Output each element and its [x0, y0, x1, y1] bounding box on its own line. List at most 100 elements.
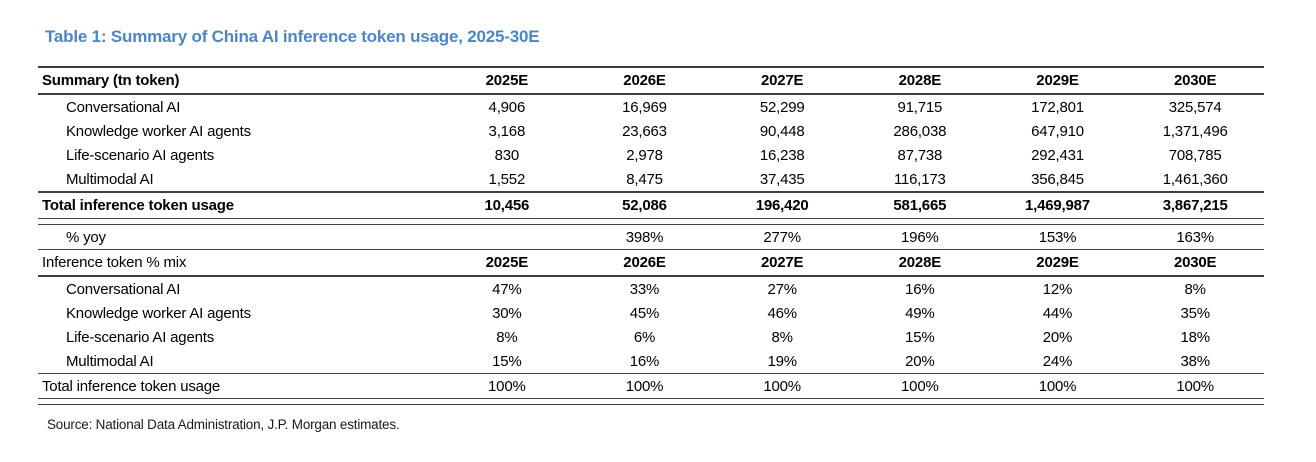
rule-double-below-total	[38, 218, 1264, 225]
year-header: 2030E	[1173, 255, 1217, 270]
table-row: Life-scenario AI agents 830 2,978 16,238…	[38, 143, 1264, 167]
row-label: Conversational AI	[66, 99, 181, 115]
value-cell: 46%	[767, 305, 797, 321]
rule-above-mix-total	[38, 373, 1264, 374]
value-cell: 37,435	[759, 171, 805, 187]
row-label: Life-scenario AI agents	[66, 147, 214, 163]
value-cell: 325,574	[1168, 99, 1222, 115]
value-cell: 292,431	[1031, 147, 1084, 163]
value-cell: 52,299	[759, 99, 805, 115]
value-cell: 15%	[492, 353, 522, 369]
value-cell: 15%	[905, 329, 935, 345]
value-cell: 16,238	[759, 147, 805, 163]
table-row: Multimodal AI 1,552 8,475 37,435 116,173…	[38, 167, 1264, 191]
table-row: Conversational AI 4,906 16,969 52,299 91…	[38, 95, 1264, 119]
value-cell: 49%	[905, 305, 935, 321]
total-cell: 196,420	[755, 198, 809, 213]
value-cell: 196%	[901, 229, 939, 245]
value-cell: 20%	[1042, 329, 1073, 345]
value-cell: 8%	[496, 329, 518, 345]
rule-top	[38, 66, 1264, 68]
value-cell: 116,173	[893, 171, 946, 187]
value-cell: 286,038	[893, 123, 947, 139]
value-cell: 27%	[767, 281, 797, 297]
row-label: Knowledge worker AI agents	[66, 123, 251, 139]
row-label: Conversational AI	[66, 281, 181, 297]
total-cell: 100%	[625, 378, 664, 394]
value-cell: 1,461,360	[1162, 171, 1228, 187]
table-row: Multimodal AI 15% 16% 19% 20% 24% 38%	[38, 349, 1264, 373]
year-header: 2025E	[485, 255, 529, 270]
rule-below-mix-header	[38, 275, 1264, 277]
value-cell: 398%	[625, 229, 664, 245]
row-label: Knowledge worker AI agents	[66, 305, 251, 321]
value-cell: 708,785	[1168, 147, 1222, 163]
value-cell: 19%	[767, 353, 797, 369]
value-cell: 33%	[629, 281, 660, 297]
value-cell: 47%	[492, 281, 522, 297]
row-label: Life-scenario AI agents	[66, 329, 214, 345]
year-header: 2026E	[623, 255, 666, 270]
year-header: 2030E	[1173, 73, 1217, 88]
year-header: 2027E	[760, 255, 804, 270]
source-note: Source: National Data Administration, J.…	[47, 417, 400, 432]
value-cell: 3,168	[488, 123, 526, 139]
table-row: Knowledge worker AI agents 3,168 23,663 …	[38, 119, 1264, 143]
table-title: Table 1: Summary of China AI inference t…	[45, 27, 540, 46]
value-cell: 45%	[629, 305, 660, 321]
value-cell: 90,448	[759, 123, 805, 139]
total-cell: 581,665	[893, 198, 947, 213]
value-cell: 38%	[1180, 353, 1210, 369]
value-cell: 6%	[633, 329, 656, 345]
section1-header: Summary (tn token)	[42, 73, 180, 88]
value-cell: 277%	[763, 229, 801, 245]
mix-total-row: Total inference token usage 100% 100% 10…	[38, 374, 1264, 398]
value-cell: 1,371,496	[1162, 123, 1228, 139]
total-label: Total inference token usage	[42, 378, 221, 394]
total-cell: 100%	[1038, 378, 1077, 394]
rule-above-total	[38, 191, 1264, 193]
year-header: 2025E	[485, 73, 529, 88]
value-cell: 153%	[1038, 229, 1077, 245]
value-cell: 172,801	[1031, 99, 1084, 115]
value-cell: 30%	[492, 305, 522, 321]
row-label: % yoy	[66, 229, 106, 245]
value-cell: 24%	[1042, 353, 1073, 369]
value-cell: 87,738	[897, 147, 943, 163]
total-cell: 3,867,215	[1162, 198, 1228, 213]
value-cell: 647,910	[1031, 123, 1084, 139]
value-cell: 35%	[1180, 305, 1210, 321]
data-table: Summary (tn token) 2025E 2026E 2027E 202…	[38, 66, 1264, 405]
value-cell: 4,906	[488, 99, 526, 115]
rule-below-header	[38, 93, 1264, 95]
value-cell: 16%	[905, 281, 935, 297]
value-cell: 12%	[1042, 281, 1073, 297]
value-cell: 8,475	[626, 171, 663, 187]
year-header: 2029E	[1036, 255, 1079, 270]
total-label: Total inference token usage	[42, 198, 234, 213]
section2-header: Inference token % mix	[42, 255, 187, 270]
table-row: Conversational AI 47% 33% 27% 16% 12% 8%	[38, 277, 1264, 301]
value-cell: 1,552	[488, 171, 526, 187]
value-cell: 16%	[629, 353, 660, 369]
total-cell: 100%	[901, 378, 939, 394]
total-cell: 100%	[1176, 378, 1214, 394]
table-header-row: Summary (tn token) 2025E 2026E 2027E 202…	[38, 68, 1264, 93]
value-cell: 44%	[1042, 305, 1073, 321]
value-cell: 18%	[1180, 329, 1210, 345]
total-cell: 100%	[488, 378, 526, 394]
value-cell: 163%	[1176, 229, 1214, 245]
rule-below-yoy	[38, 249, 1264, 250]
value-cell: 8%	[1184, 281, 1206, 297]
year-header: 2029E	[1036, 73, 1079, 88]
value-cell: 8%	[771, 329, 793, 345]
value-cell: 23,663	[622, 123, 667, 139]
row-label: Multimodal AI	[66, 353, 154, 369]
value-cell: 356,845	[1031, 171, 1084, 187]
value-cell: 2,978	[626, 147, 663, 163]
year-header: 2028E	[898, 73, 942, 88]
total-cell: 1,469,987	[1025, 198, 1090, 213]
total-row: Total inference token usage 10,456 52,08…	[38, 193, 1264, 218]
year-header: 2027E	[760, 73, 804, 88]
